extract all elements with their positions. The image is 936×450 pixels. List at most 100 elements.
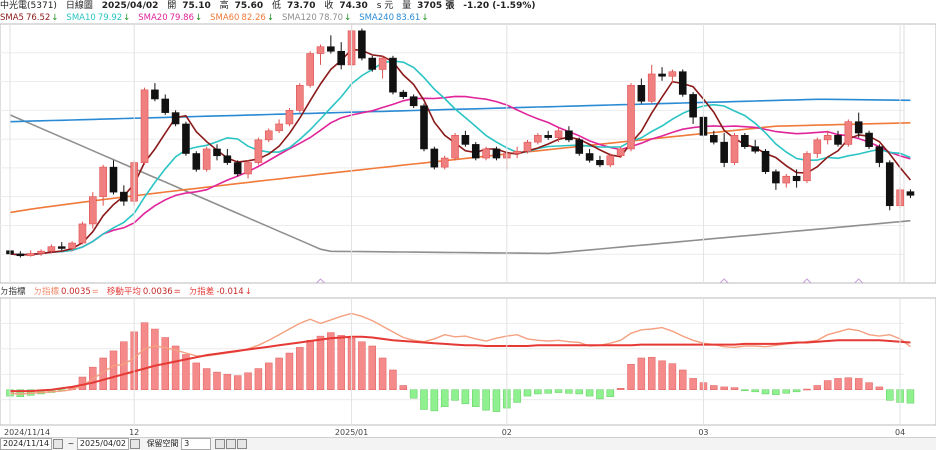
candle-body <box>689 94 697 118</box>
candle <box>233 160 242 177</box>
volume-label: 量 <box>402 1 412 11</box>
candle-body <box>89 196 97 225</box>
osc-bar <box>730 387 739 390</box>
candle <box>906 189 915 199</box>
candle-body <box>440 157 449 168</box>
candle <box>26 250 35 257</box>
event-marker-icon <box>316 278 325 284</box>
candle <box>523 139 532 154</box>
osc-bar <box>451 389 459 401</box>
candle-body <box>244 162 252 175</box>
candle <box>823 130 832 145</box>
candle <box>741 133 749 149</box>
candle-body <box>482 148 490 159</box>
sma120-line <box>9 114 911 255</box>
candle-body <box>213 148 221 157</box>
osc-bar <box>679 369 687 390</box>
osc-legend-label: ㄉ指標 <box>33 287 60 297</box>
osc-bar <box>668 363 677 390</box>
end-date-input[interactable]: 2025/04/02 <box>76 438 130 450</box>
open-value: 75.10 <box>182 1 211 11</box>
settings-icon[interactable] <box>236 438 247 449</box>
osc-bar <box>358 341 366 390</box>
zoom-out-icon[interactable] <box>225 438 236 449</box>
candle-body <box>565 130 573 141</box>
ma-legend-sma5: SMA5 76.52↓ <box>0 13 58 23</box>
osc-legend: ㄉ指標 ㄉ指標 0.0035= 移動平均 0.0036= ㄉ指差 -0.014↓ <box>0 286 260 298</box>
osc-bar <box>813 385 822 390</box>
osc-bar <box>399 385 408 390</box>
candle-body <box>389 57 397 93</box>
osc-bar <box>647 357 656 390</box>
end-date-picker-icon[interactable] <box>130 438 141 449</box>
candle-body <box>182 123 190 154</box>
volume-value: 3705 張 <box>417 1 455 11</box>
osc-bar <box>223 373 232 390</box>
candle-body <box>513 150 521 154</box>
osc-bar <box>316 335 325 390</box>
candle <box>844 119 853 147</box>
period-label: 日線圖 <box>65 1 93 11</box>
start-date-input[interactable]: 2024/11/14 <box>0 438 53 450</box>
osc-legend-label: 移動平均 <box>106 287 141 297</box>
osc-bar <box>140 322 149 390</box>
candle-body <box>885 162 894 207</box>
candle-body <box>554 130 563 138</box>
candle <box>192 151 201 172</box>
osc-bar <box>337 335 345 390</box>
osc-legend-suffix: ↓ <box>244 287 252 297</box>
candle <box>544 130 553 140</box>
candle-body <box>875 146 884 163</box>
osc-bar <box>213 371 221 390</box>
ma-line <box>10 335 911 393</box>
candle-body <box>233 162 242 175</box>
osc-legend-suffix: = <box>91 287 99 297</box>
candle-body <box>575 139 584 154</box>
candle-body <box>430 148 439 168</box>
candle-body <box>306 53 314 86</box>
osc-legend-suffix: = <box>173 287 181 297</box>
candle-body <box>616 148 625 157</box>
candle-body <box>906 191 915 196</box>
osc-legend-value: -0.014 <box>216 287 244 297</box>
candle-body <box>358 30 366 59</box>
candle <box>295 83 304 113</box>
candle-body <box>709 135 718 143</box>
candle <box>637 78 646 104</box>
start-date-picker-icon[interactable] <box>53 438 64 449</box>
candle <box>875 144 884 168</box>
osc-bar <box>627 364 635 390</box>
candle-body <box>337 50 346 66</box>
candle-body <box>140 89 149 163</box>
candle <box>792 169 801 188</box>
osc-bar <box>233 375 242 390</box>
ma-legend-sma240: SMA240 83.61↓ <box>359 13 428 23</box>
ma-legend-value: 79.86 <box>169 13 194 23</box>
candle-body <box>523 141 532 152</box>
osc-bar <box>327 332 335 390</box>
candle-body <box>658 73 666 77</box>
candle-body <box>399 91 408 98</box>
candle <box>658 67 666 81</box>
keep-space-input[interactable]: 3 <box>181 438 212 450</box>
osc-bar <box>865 382 873 390</box>
ma-legend-sma20: SMA20 79.86↓ <box>138 13 202 23</box>
osc-bar <box>803 388 811 391</box>
candle-body <box>585 153 594 161</box>
osc-bar <box>275 357 283 390</box>
osc-bar <box>192 362 201 390</box>
candle <box>420 103 428 152</box>
ma-legend-sma60: SMA60 82.26↓ <box>210 13 274 23</box>
osc-legend-dif: ㄉ指標 0.0035= <box>34 287 99 297</box>
osc-bar <box>523 389 532 397</box>
oscillator-panel <box>0 297 936 426</box>
candle-body <box>368 57 377 70</box>
candle <box>668 69 677 84</box>
low-label: 低 <box>271 1 281 11</box>
osc-bar <box>202 368 211 390</box>
candle-body <box>264 130 273 141</box>
osc-bar <box>306 340 314 390</box>
zoom-in-icon[interactable] <box>214 438 225 449</box>
change-value: -1.20 (-1.59%) <box>463 1 536 11</box>
candle <box>606 153 615 168</box>
